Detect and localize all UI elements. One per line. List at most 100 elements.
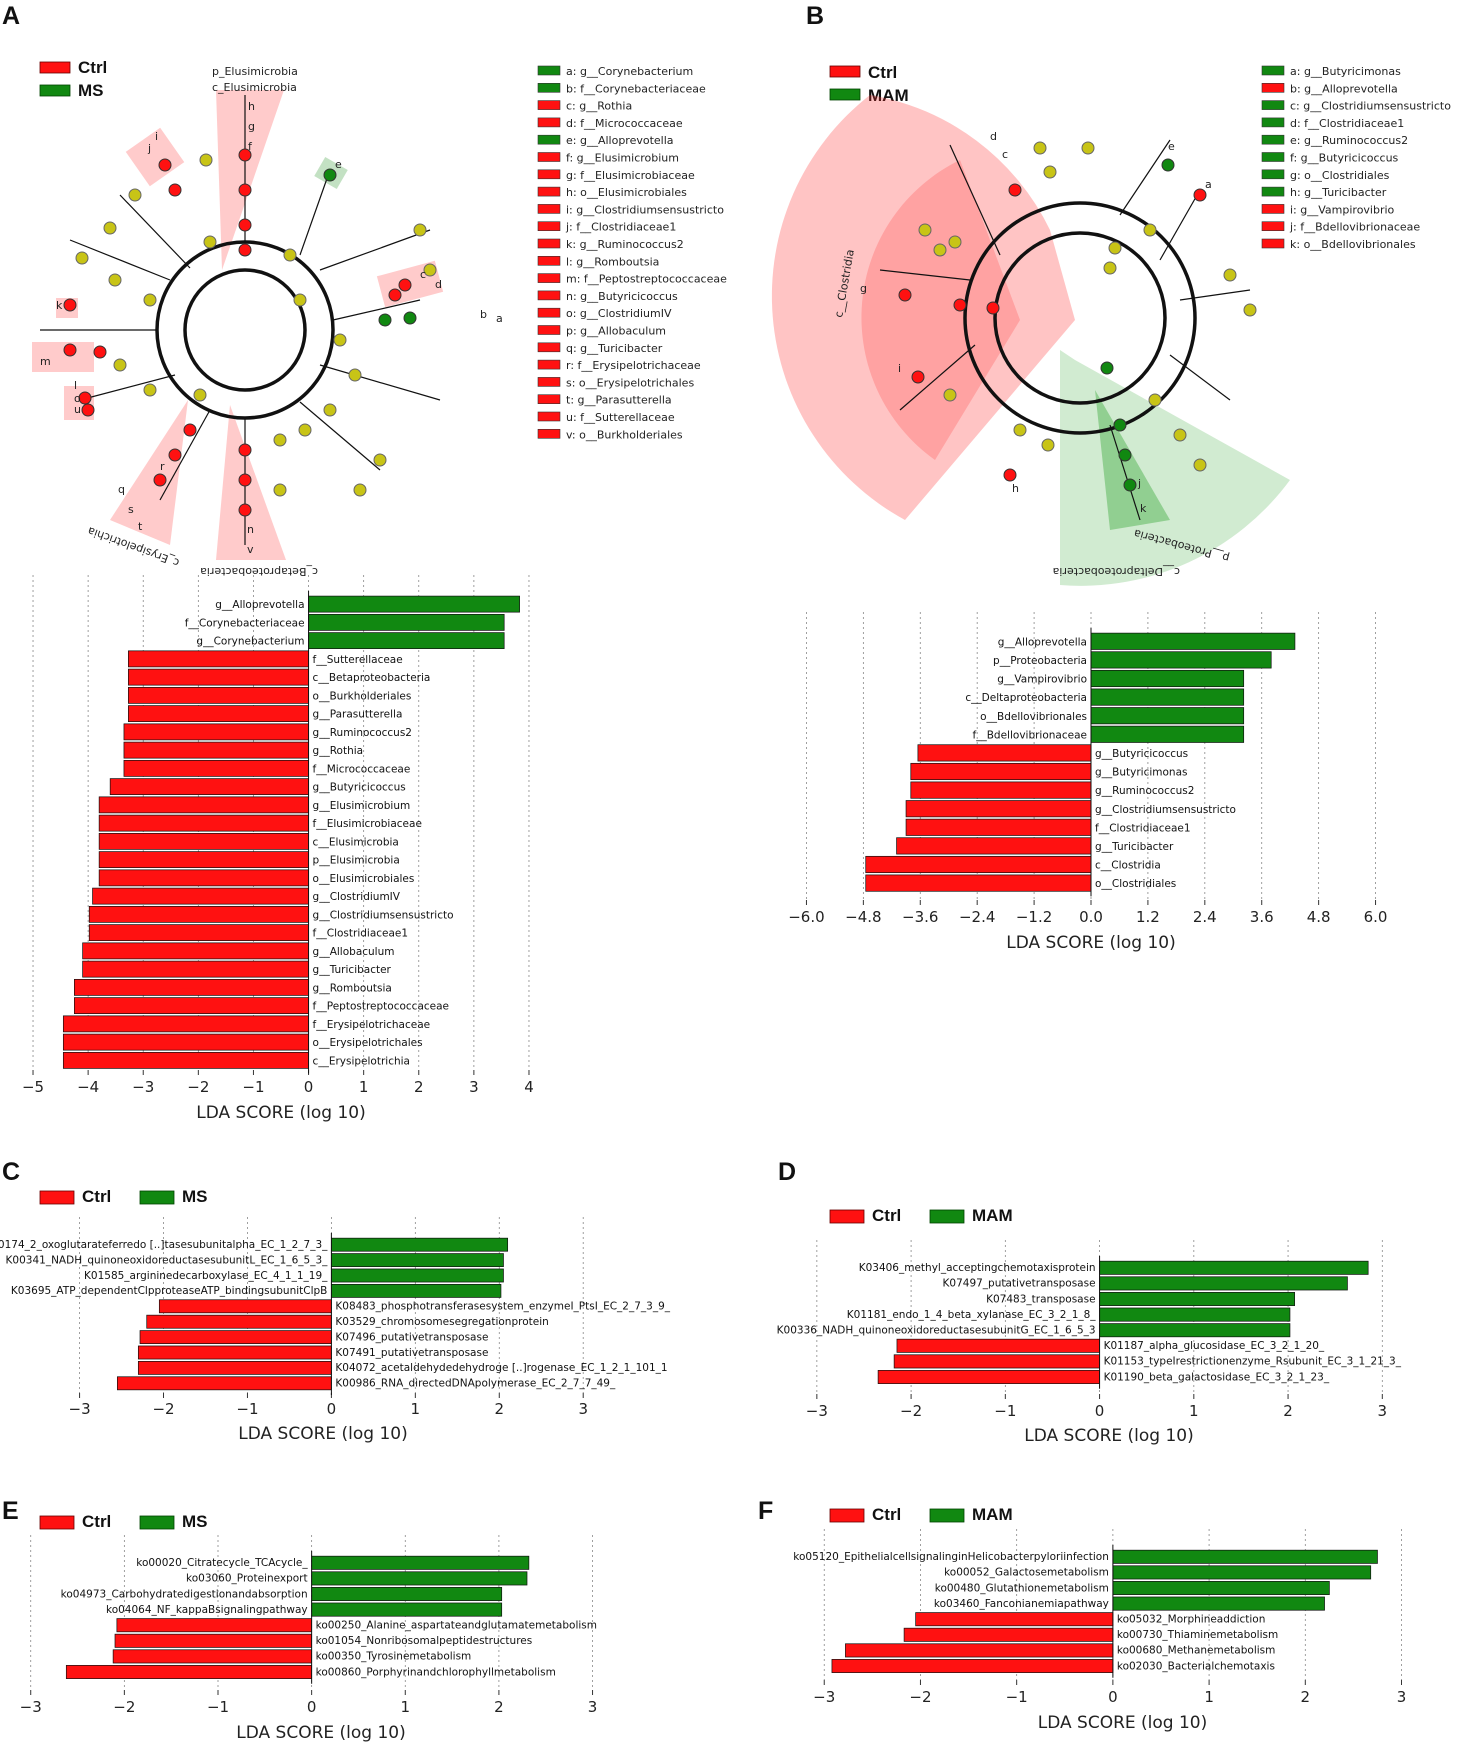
legend-label-ctrl: Ctrl: [82, 1512, 111, 1531]
lda-bar: [62, 1015, 309, 1033]
legend-entry-label: b: f__Corynebacteriaceae: [566, 82, 706, 95]
legend-label-ctrl: Ctrl: [82, 1187, 111, 1206]
lda-bar-label: g__Clostridiumsensustricto: [1095, 804, 1236, 816]
legend-swatch-ctrl: [829, 65, 861, 78]
legend-entry-swatch: [537, 307, 561, 318]
lda-bar-label: g__Turicibacter: [313, 964, 392, 976]
legend-label-mam: MAM: [868, 86, 909, 105]
lda-bar-label: f__Clostridiaceae1: [1095, 822, 1191, 834]
lda-bar-label: g__Alloprevotella: [998, 636, 1087, 648]
x-axis-label: LDA SCORE (log 10): [1006, 933, 1176, 953]
lda-bar-label: K01153_typeIrestrictionenzyme_Rsubunit_E…: [1104, 1356, 1402, 1368]
legend-entry-swatch: [1261, 117, 1285, 128]
x-tick-label: −1: [236, 1400, 258, 1418]
x-tick-label: −3: [813, 1688, 835, 1706]
lda-bar: [92, 887, 309, 905]
legend-entry-label: e: g__Alloprevotella: [566, 134, 674, 147]
panel-label-e: E: [2, 1497, 19, 1525]
lda-bar: [845, 1643, 1114, 1658]
x-tick-label: 6.0: [1364, 908, 1388, 926]
legend-swatch-mam: [829, 88, 861, 101]
x-tick-label: 3.6: [1250, 908, 1274, 926]
lda-bar-label: f__Bdellovibrionaceae: [973, 729, 1087, 741]
clade-letter: n: [247, 523, 254, 536]
lda-bar: [128, 668, 309, 686]
x-axis-label: LDA SCORE (log 10): [236, 1723, 406, 1743]
lda-bar-label: f__Elusimicrobiaceae: [313, 818, 422, 830]
legend-entry-swatch: [537, 83, 561, 93]
x-tick-label: 2: [1301, 1688, 1311, 1706]
lda-bar: [98, 832, 309, 850]
lda-bar: [893, 1354, 1100, 1369]
lda-bar-label: K00341_NADH_quinoneoxidoreductasesubunit…: [6, 1254, 329, 1266]
panel-label-d: D: [778, 1158, 796, 1186]
legend-entry-label: i: g__Vampirovibrio: [1290, 203, 1395, 216]
lda-bar-label: g__Clostridiumsensustricto: [313, 909, 454, 921]
lda-bar-label: g__Elusimicrobium: [313, 800, 411, 812]
x-tick-label: −1: [207, 1698, 229, 1716]
legend-entry-label: f: g__Elusimicrobium: [566, 152, 679, 165]
lda-bar: [1112, 1565, 1372, 1580]
tree-ring: [993, 231, 1167, 405]
lda-bar-label: g__Alloprevotella: [215, 599, 304, 611]
lda-bar-label: ko04973_Carbohydratedigestionandabsorpti…: [61, 1588, 308, 1600]
lda-bar-label: ko01054_Nonribosomalpeptidestructures: [316, 1635, 533, 1647]
lda-bar-label: ko05032_Morphineaddiction: [1117, 1614, 1266, 1626]
legend-entry-swatch: [537, 134, 561, 145]
tree-nodes: [63, 148, 437, 517]
x-tick-label: 2: [1283, 1402, 1293, 1420]
clade-letter: e: [1168, 140, 1175, 153]
lda-bar: [865, 855, 1092, 874]
lda-bar: [877, 1370, 1100, 1384]
lda-bar-label: ko03060_Proteinexport: [186, 1573, 308, 1585]
lda-bar-label: K04072_acetaldehydedehydroge [..]rogenas…: [335, 1362, 667, 1374]
x-tick-label: −3: [132, 1078, 154, 1096]
legend-entry-label: k: o__Bdellovibrionales: [1290, 238, 1416, 251]
legend-label-treat: MAM: [972, 1505, 1013, 1524]
clade-letter: l: [74, 379, 77, 392]
legend-entry-label: h: g__Turicibacter: [1290, 186, 1387, 199]
legend-label-ctrl: Ctrl: [872, 1505, 901, 1524]
x-tick-label: 0.0: [1079, 908, 1103, 926]
clade-letter: c: [1002, 148, 1008, 161]
legend-swatch-treat: [139, 1190, 175, 1205]
x-tick-label: 0: [307, 1698, 317, 1716]
clade-letter: f: [248, 140, 253, 153]
lda-bar-label: K07491_putativetransposase: [335, 1347, 488, 1359]
legend-entry-label: m: f__Peptostreptococcaceae: [566, 273, 727, 286]
clade-letter: b: [480, 308, 487, 321]
lda-bar-label: ko00350_Tyrosinemetabolism: [316, 1651, 472, 1663]
lda-bar-label: f__Corynebacteriaceae: [185, 617, 305, 629]
x-tick-label: −6.0: [788, 908, 824, 926]
x-tick-label: 3: [588, 1698, 598, 1716]
clade-letter: a: [1205, 178, 1212, 191]
lda-bar: [62, 1033, 309, 1051]
legend-entry-label: l: g__Romboutsia: [566, 255, 659, 268]
x-tick-label: 1: [359, 1078, 369, 1096]
legend-entry-label: t: g__Parasutterella: [566, 394, 672, 407]
clade-letter: v: [247, 543, 254, 556]
legend-entry-swatch: [537, 255, 561, 266]
lda-bar: [98, 851, 309, 869]
legend-entry-swatch: [1261, 238, 1285, 249]
clade-label: c__Deltaproteobacteria: [1053, 565, 1180, 578]
lda-bar: [308, 613, 505, 631]
lda-bar-label: f__Erysipelotrichaceae: [313, 1019, 431, 1031]
tree-nodes: [898, 141, 1257, 492]
clade-letter: e: [335, 158, 342, 171]
legend-label-treat: MAM: [972, 1206, 1013, 1225]
legend-entry-swatch: [537, 377, 561, 387]
legend-entry-label: u: f__Sutterellaceae: [566, 411, 675, 424]
x-tick-label: 3: [578, 1400, 588, 1418]
legend-entry-label: k: g__Ruminococcus2: [566, 238, 684, 251]
lda-bar: [114, 1633, 312, 1648]
legend-entry-swatch: [537, 394, 561, 405]
legend-entry-swatch: [537, 342, 561, 353]
legend-entry-swatch: [537, 186, 561, 197]
x-tick-label: −3: [69, 1400, 91, 1418]
legend-entry-label: q: g__Turicibacter: [566, 342, 663, 355]
x-tick-label: 2: [494, 1400, 504, 1418]
lda-bar: [331, 1237, 509, 1252]
legend-entry-label: i: g__Clostridiumsensustricto: [566, 203, 724, 216]
x-tick-label: 3: [1397, 1688, 1407, 1706]
